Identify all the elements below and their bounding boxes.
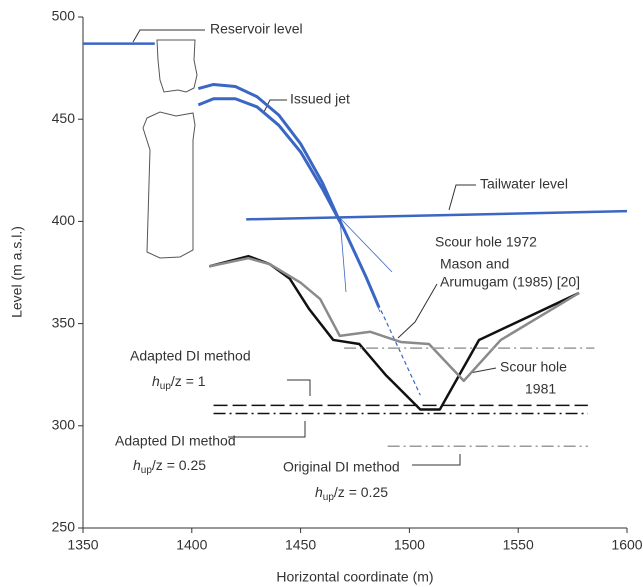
annotation: Reservoir level xyxy=(210,21,303,37)
ratio-symbol: h xyxy=(315,484,323,500)
annotation-ratio: hup/z = 0.25 xyxy=(133,457,206,476)
y-tick-label: 250 xyxy=(52,519,76,535)
x-tick-label: 1450 xyxy=(285,537,316,553)
ratio-subscript: up xyxy=(160,381,172,392)
series-line xyxy=(208,256,580,383)
annotation-ratio: hup/z = 0.25 xyxy=(315,484,388,503)
annotation: Scour hole 1972 xyxy=(435,234,537,250)
ratio-text: /z = 1 xyxy=(171,373,206,389)
ratio-symbol: h xyxy=(152,373,160,389)
y-tick-label: 400 xyxy=(52,212,76,228)
ratio-subscript: up xyxy=(141,465,153,476)
y-tick-label: 500 xyxy=(52,8,76,24)
x-tick-label: 1400 xyxy=(176,537,207,553)
y-tick-label: 450 xyxy=(52,110,76,126)
y-tick-label: 300 xyxy=(52,417,76,433)
annotation: Original DI method xyxy=(283,459,400,475)
series-line xyxy=(246,209,628,221)
ratio-text: /z = 0.25 xyxy=(152,457,206,473)
x-axis-label: Horizontal coordinate (m) xyxy=(276,569,433,585)
dam-structure xyxy=(142,39,198,259)
x-tick-label: 1600 xyxy=(611,537,642,553)
series-line xyxy=(197,82,342,223)
annotation: Tailwater level xyxy=(480,176,568,192)
ratio-symbol: h xyxy=(133,457,141,473)
ratio-text: /z = 0.25 xyxy=(334,484,388,500)
jet-spread-lines xyxy=(339,217,393,313)
series-line xyxy=(339,221,421,396)
leader-lines xyxy=(132,29,497,466)
annotation: Issued jet xyxy=(290,91,350,107)
annotation: Adapted DI method xyxy=(130,348,251,364)
y-tick-label: 350 xyxy=(52,314,76,330)
annotation: Scour hole xyxy=(500,359,567,375)
x-tick-label: 1550 xyxy=(503,537,534,553)
annotation-ratio: hup/z = 1 xyxy=(152,373,206,392)
ratio-subscript: up xyxy=(323,492,335,503)
x-tick-label: 1350 xyxy=(67,537,98,553)
annotation: Adapted DI method xyxy=(115,433,236,449)
annotation: Mason and xyxy=(440,256,509,272)
x-tick-label: 1500 xyxy=(394,537,425,553)
y-axis-label: Level (m a.s.l.) xyxy=(9,226,25,318)
annotation: Arumugam (1985) [20] xyxy=(440,274,580,290)
annotation: 1981 xyxy=(525,381,556,397)
